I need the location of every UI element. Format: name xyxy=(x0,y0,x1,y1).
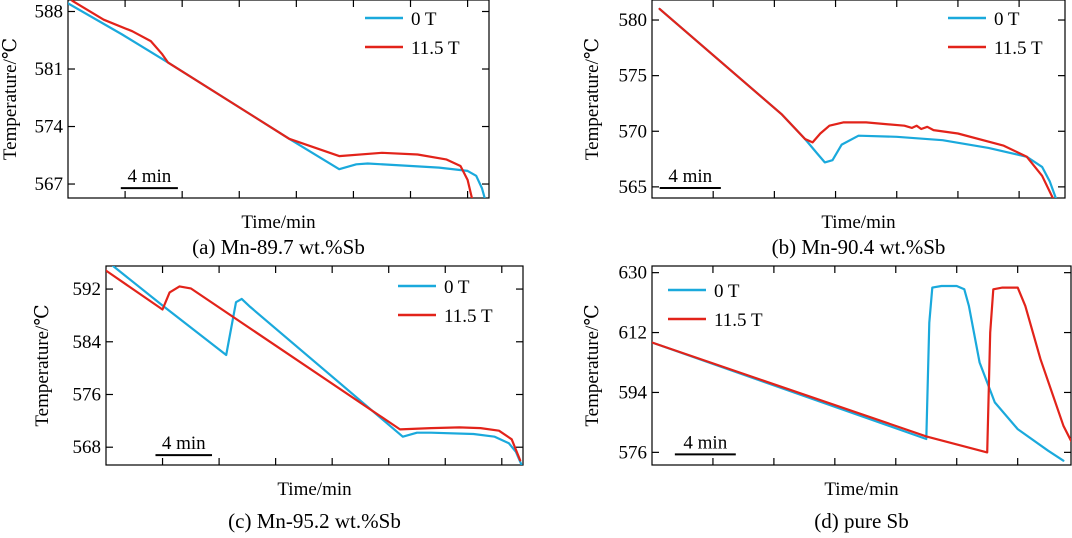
panel-d-y-axis-label: Temperature/℃ xyxy=(582,304,603,426)
panel-d-x-ticks xyxy=(712,266,1019,465)
panel-c-legend-label-0: 0 T xyxy=(444,277,470,298)
panel-b-series xyxy=(658,7,1057,198)
panel-d-y-tick-label-2: 612 xyxy=(619,323,648,344)
panel-b-y-tick-label-0: 565 xyxy=(619,177,648,198)
panel-a-scale-bar: 4 min xyxy=(120,166,178,190)
panel-a-y-ticks: 567 574 581 588 xyxy=(35,2,489,195)
panel-b-y-tick-label-1: 570 xyxy=(619,121,648,142)
panel-b-scale-bar-label: 4 min xyxy=(668,166,712,187)
panel-c-x-axis-label: Time/min xyxy=(277,479,352,500)
panel-a-legend: 0 T 11.5 T xyxy=(365,9,460,59)
panel-d-series-0-line xyxy=(652,284,1065,462)
panel-b-x-ticks xyxy=(712,0,1020,198)
panel-c-scale-bar: 4 min xyxy=(155,433,213,457)
panel-a: Temperature/℃ Time/min (a) Mn-89.7 wt.%S… xyxy=(0,0,490,259)
panel-a-frame xyxy=(67,0,490,199)
panel-d-y-tick-label-0: 576 xyxy=(619,442,648,463)
panel-b-legend-label-1: 11.5 T xyxy=(994,38,1043,59)
panel-c-y-tick-label-2: 584 xyxy=(73,332,102,353)
panel-c-y-ticks: 568 576 584 592 xyxy=(73,279,523,458)
panel-b-series-1-line xyxy=(658,7,1054,198)
panel-a-legend-label-1: 11.5 T xyxy=(411,38,460,59)
panel-c-y-tick-label-1: 576 xyxy=(73,384,102,405)
panel-b-scale-bar: 4 min xyxy=(659,166,721,189)
panel-d-frame xyxy=(651,265,1072,466)
panel-a-y-tick-label-0: 567 xyxy=(35,174,64,195)
panel-a-y-axis-label: Temperature/℃ xyxy=(0,38,21,160)
panel-c-series xyxy=(106,266,523,465)
panel-a-y-tick-label-2: 581 xyxy=(35,59,64,80)
panel-d-legend-label-0: 0 T xyxy=(714,281,740,302)
panel-c-y-tick-label-0: 568 xyxy=(73,437,102,458)
panel-a-y-tick-label-1: 574 xyxy=(35,117,64,138)
panel-d-caption: (d) pure Sb xyxy=(814,509,908,533)
panel-d: Temperature/℃ Time/min (d) pure Sb 576 59… xyxy=(582,263,1072,533)
panel-c-scale-bar-label: 4 min xyxy=(162,433,206,454)
panel-d-legend-label-1: 11.5 T xyxy=(714,310,763,331)
panel-d-y-ticks: 576 594 612 630 xyxy=(619,263,1071,463)
panel-c-legend-label-1: 11.5 T xyxy=(444,306,493,327)
panel-c-x-ticks xyxy=(161,266,503,465)
panel-d-series xyxy=(652,284,1071,462)
panel-b-legend: 0 T 11.5 T xyxy=(948,9,1043,59)
panel-d-x-axis-label: Time/min xyxy=(824,479,899,500)
panel-b-legend-label-0: 0 T xyxy=(994,9,1020,30)
panel-b-y-tick-label-2: 575 xyxy=(619,66,648,87)
panel-b-y-tick-label-3: 580 xyxy=(619,10,648,31)
panel-b-caption: (b) Mn-90.4 wt.%Sb xyxy=(772,235,946,259)
panel-c-y-tick-label-3: 592 xyxy=(73,279,102,300)
panel-b-y-axis-label: Temperature/℃ xyxy=(582,38,603,160)
panel-b-x-axis-label: Time/min xyxy=(821,212,896,233)
panel-b-series-0-line xyxy=(658,7,1057,198)
panel-c: Temperature/℃ Time/min (c) Mn-95.2 wt.%S… xyxy=(32,265,524,533)
panel-d-legend: 0 T 11.5 T xyxy=(668,281,763,331)
panel-c-series-1-line xyxy=(106,269,522,462)
panel-a-legend-label-0: 0 T xyxy=(411,9,437,30)
panel-b-y-ticks: 565 570 575 580 xyxy=(619,10,1065,198)
panel-c-legend: 0 T 11.5 T xyxy=(398,277,493,327)
panel-b-frame xyxy=(651,0,1066,199)
panel-a-y-tick-label-3: 588 xyxy=(35,2,64,23)
panel-d-scale-bar: 4 min xyxy=(674,432,736,456)
panel-b: Temperature/℃ Time/min (b) Mn-90.4 wt.%S… xyxy=(582,0,1066,259)
panel-a-scale-bar-label: 4 min xyxy=(127,166,171,187)
panel-c-y-axis-label: Temperature/℃ xyxy=(32,304,53,426)
panel-a-x-axis-label: Time/min xyxy=(241,212,316,233)
panel-c-series-0-line xyxy=(112,266,523,465)
panel-a-series xyxy=(68,0,486,198)
panel-a-series-1-line xyxy=(71,0,473,198)
panel-d-y-tick-label-1: 594 xyxy=(619,382,648,403)
panel-d-scale-bar-label: 4 min xyxy=(683,432,727,453)
panel-d-y-tick-label-3: 630 xyxy=(619,263,648,284)
panel-a-caption: (a) Mn-89.7 wt.%Sb xyxy=(192,235,365,259)
panel-c-caption: (c) Mn-95.2 wt.%Sb xyxy=(228,509,401,533)
panel-d-series-1-line xyxy=(652,286,1071,454)
panel-c-frame xyxy=(105,265,524,466)
panel-a-x-ticks xyxy=(124,0,469,198)
